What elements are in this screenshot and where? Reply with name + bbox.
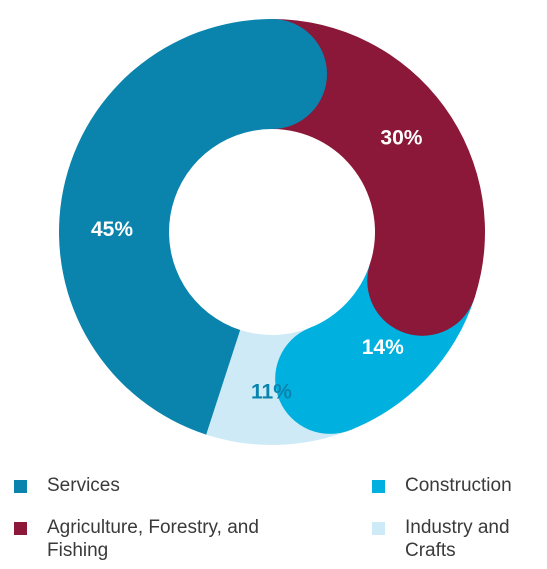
legend-item-industry: Industry and Crafts — [372, 516, 547, 562]
legend-label-services: Services — [47, 475, 120, 496]
slice-services-cap — [217, 19, 327, 129]
donut-chart: 45% 30% 14% 11% — [59, 19, 485, 445]
legend-swatch-services — [14, 480, 27, 493]
slice-agriculture-cap — [367, 225, 478, 336]
legend-label-construction: Construction — [405, 475, 512, 496]
legend-label-agriculture: Agriculture, Forestry, and Fishing — [47, 517, 259, 561]
slice-label-services: 45% — [91, 218, 133, 241]
legend-label-industry: Industry and Crafts — [405, 517, 510, 561]
legend-item-construction: Construction — [372, 474, 512, 497]
slice-services — [59, 19, 327, 435]
legend-item-services: Services — [14, 474, 120, 497]
slice-label-agriculture: 30% — [380, 126, 422, 149]
slice-label-construction: 14% — [362, 336, 404, 359]
slice-label-industry: 11% — [251, 380, 292, 403]
legend-swatch-agriculture — [14, 522, 27, 535]
slice-agriculture — [272, 19, 485, 336]
legend-swatch-construction — [372, 480, 385, 493]
chart-legend: Services Agriculture, Forestry, and Fish… — [0, 462, 547, 569]
legend-item-agriculture: Agriculture, Forestry, and Fishing — [14, 516, 284, 562]
slice-services-arc — [59, 19, 272, 435]
slice-construction-cap — [275, 323, 386, 434]
legend-swatch-industry — [372, 522, 385, 535]
